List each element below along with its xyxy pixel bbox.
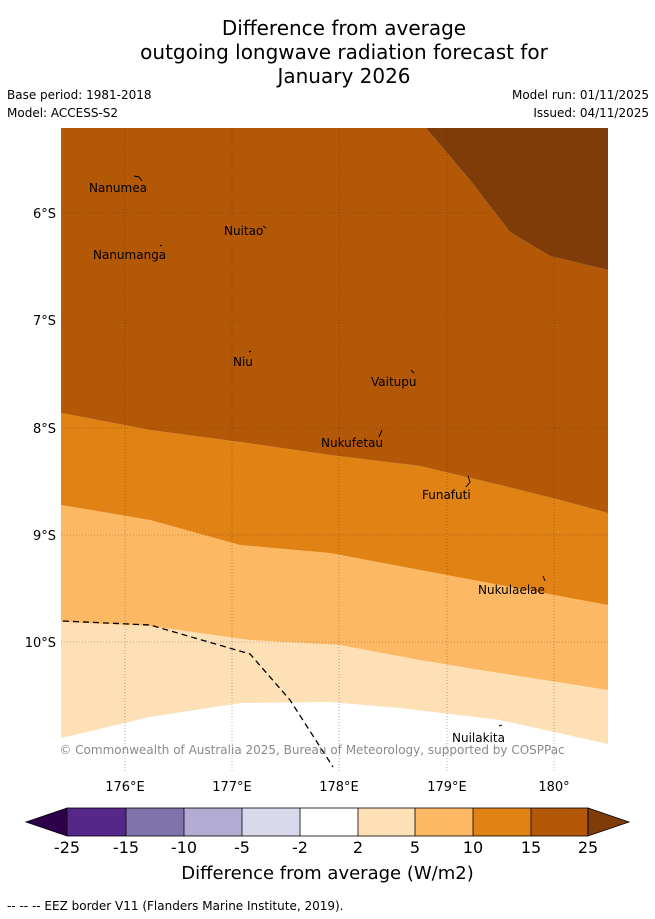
lat-label-10s: 10°S [25, 636, 56, 651]
title-line-3: January 2026 [277, 64, 411, 88]
colorbar-segment [531, 808, 588, 836]
colorbar-arrow-high [587, 807, 631, 837]
colorbar-segment [242, 808, 300, 836]
lat-label-9s: 9°S [33, 529, 56, 544]
colorbar-segment [67, 808, 126, 836]
place-nanumanga: Nanumanga [93, 248, 166, 262]
place-nukulaelae: Nukulaelae [478, 583, 545, 597]
model-run: Model run: 01/11/2025 [511, 88, 649, 102]
colorbar-tick: -5 [234, 838, 250, 857]
contour-5-10 [61, 505, 608, 690]
lon-gridlines [124, 128, 555, 771]
colorbar-segment [184, 808, 242, 836]
colorbar: -25 -15 -10 -5 -2 2 5 10 15 25 [24, 807, 631, 857]
title-line-1: Difference from average [221, 16, 467, 40]
eez-border [62, 620, 334, 768]
colorbar-segment [358, 808, 415, 836]
colorbar-tick: -15 [113, 838, 139, 857]
place-nanumea: Nanumea [89, 181, 147, 195]
contour-10-15 [61, 413, 608, 605]
title-line-2: outgoing longwave radiation forecast for [140, 40, 548, 64]
lat-gridlines [61, 212, 608, 643]
colorbar-tick: -2 [292, 838, 308, 857]
contour-15-25 [61, 128, 608, 513]
lon-label-178e: 178°E [319, 780, 359, 795]
place-nuitao: Nuitao [224, 224, 263, 238]
latitude-labels: 6°S 7°S 8°S 9°S 10°S [25, 207, 56, 651]
copyright-notice: © Commonwealth of Australia 2025, Bureau… [59, 743, 564, 757]
lon-label-177e: 177°E [212, 780, 252, 795]
lon-label-179e: 179°E [427, 780, 467, 795]
place-niu: Niu [233, 355, 253, 369]
colorbar-tick: 5 [410, 838, 420, 857]
place-vaitupu: Vaitupu [371, 375, 417, 389]
colorbar-tick: -25 [54, 838, 80, 857]
contour-2-5 [61, 622, 608, 744]
lon-label-180: 180° [538, 780, 569, 795]
colorbar-tick: 25 [578, 838, 598, 857]
lat-label-7s: 7°S [33, 314, 56, 329]
longitude-labels: 176°E 177°E 178°E 179°E 180° [105, 780, 569, 795]
colorbar-title: Difference from average (W/m2) [181, 863, 474, 884]
model-name: Model: ACCESS-S2 [7, 106, 119, 120]
colorbar-frame [66, 807, 589, 837]
issued-date: Issued: 04/11/2025 [533, 106, 649, 120]
place-funafuti: Funafuti [422, 488, 471, 502]
colorbar-dividers [125, 808, 532, 836]
colorbar-segment [300, 808, 358, 836]
colorbar-segment [415, 808, 473, 836]
island-outlines [133, 175, 546, 727]
chart-title: Difference from average outgoing longwav… [0, 16, 655, 88]
contour-gt-25 [426, 128, 608, 270]
map-plot-area: Nanumea Nuitao Nanumanga Niu Vaitupu Nuk… [59, 128, 608, 771]
colorbar-arrow-low [24, 807, 68, 837]
place-nuilakita: Nuilakita [452, 731, 505, 745]
colorbar-tick: 15 [521, 838, 541, 857]
base-period: Base period: 1981-2018 [7, 88, 152, 102]
colorbar-tick: 2 [353, 838, 363, 857]
colorbar-tick: 10 [463, 838, 483, 857]
place-nukufetau: Nukufetau [321, 436, 383, 450]
colorbar-segment [126, 808, 184, 836]
eez-legend-footer: -- -- -- EEZ border V11 (Flanders Marine… [7, 899, 344, 913]
colorbar-segment [473, 808, 531, 836]
lat-label-8s: 8°S [33, 422, 56, 437]
lon-label-176e: 176°E [105, 780, 145, 795]
lat-label-6s: 6°S [33, 207, 56, 222]
colorbar-tick: -10 [171, 838, 197, 857]
